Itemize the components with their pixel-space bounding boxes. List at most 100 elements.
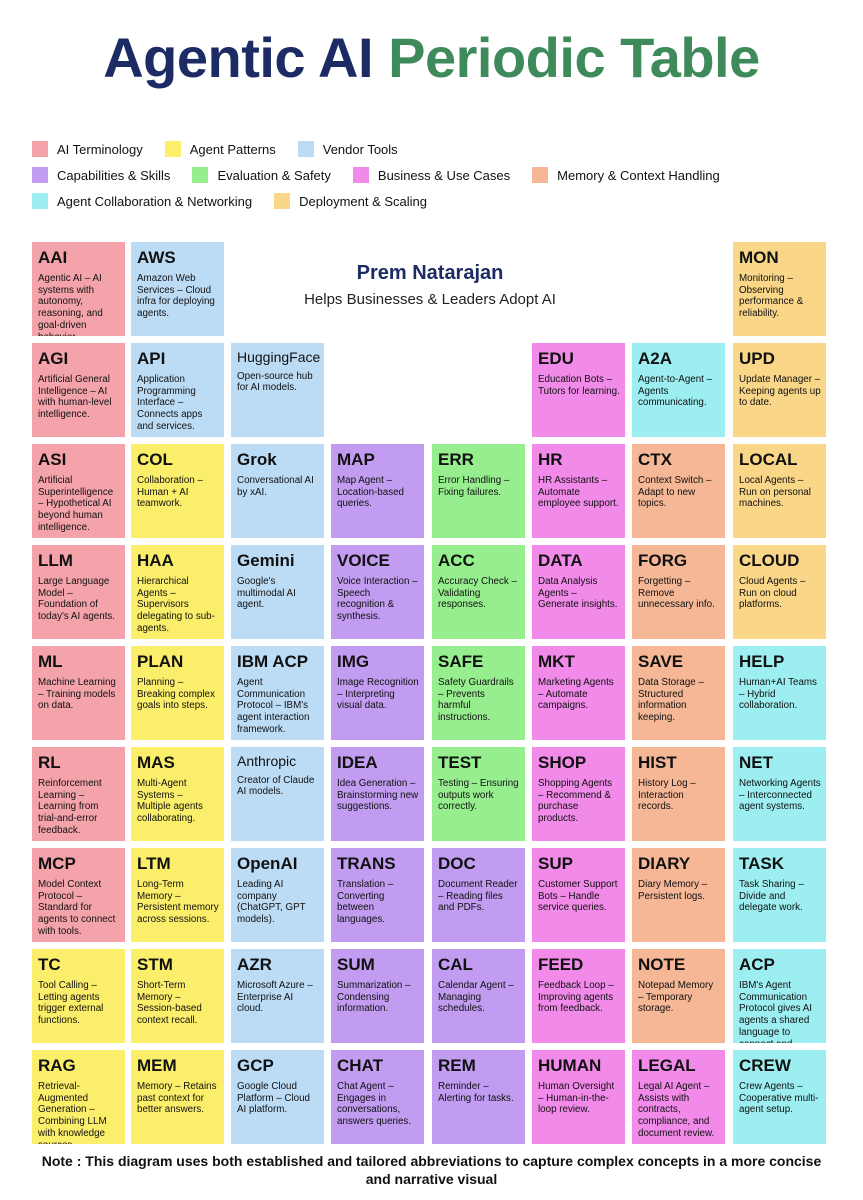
author-tagline: Helps Businesses & Leaders Adopt AI bbox=[304, 291, 556, 308]
element-cell-shop: SHOP Shopping Agents – Recommend & purcha… bbox=[532, 747, 625, 841]
element-symbol: AGI bbox=[38, 349, 69, 368]
element-symbol: AAI bbox=[38, 248, 68, 267]
element-cell-mas: MAS Multi-Agent Systems – Multiple agents… bbox=[131, 747, 224, 841]
element-description: Document Reader – Reading files and PDFs… bbox=[438, 878, 518, 914]
element-cell-a2a: A2A Agent-to-Agent – Agents communicating… bbox=[632, 343, 725, 437]
element-cell-test: TEST Testing – Ensuring outputs work corr… bbox=[432, 747, 525, 841]
element-description: Education Bots – Tutors for learning. bbox=[538, 373, 620, 397]
element-description: Artificial General Intelligence – AI wit… bbox=[38, 373, 112, 421]
element-description: Marketing Agents – Automate campaigns. bbox=[538, 676, 614, 712]
element-cell-tc: TC Tool Calling – Letting agents trigger … bbox=[32, 949, 125, 1043]
element-cell-diary: DIARY Diary Memory – Persistent logs. bbox=[632, 848, 725, 942]
legend-row: Capabilities & Skills Evaluation & Safety… bbox=[32, 162, 832, 188]
element-symbol: NET bbox=[739, 753, 773, 772]
element-description: Update Manager – Keeping agents up to da… bbox=[739, 373, 821, 409]
legend-item: Vendor Tools bbox=[297, 141, 398, 157]
element-cell-task: TASK Task Sharing – Divide and delegate w… bbox=[733, 848, 826, 942]
element-description: Agent Communication Protocol – IBM's age… bbox=[237, 676, 310, 735]
element-symbol: PLAN bbox=[137, 652, 184, 671]
element-symbol: DOC bbox=[438, 854, 476, 873]
element-symbol: CTX bbox=[638, 450, 672, 469]
element-description: Model Context Protocol – Standard for ag… bbox=[38, 878, 116, 937]
element-symbol: ACC bbox=[438, 551, 475, 570]
element-symbol: LOCAL bbox=[739, 450, 798, 469]
element-symbol: Anthropic bbox=[237, 753, 297, 769]
legend-row: Agent Collaboration & Networking Deployme… bbox=[32, 188, 832, 214]
element-cell-safe: SAFE Safety Guardrails – Prevents harmful… bbox=[432, 646, 525, 740]
element-description: Local Agents – Run on personal machines. bbox=[739, 474, 811, 510]
element-description: Planning – Breaking complex goals into s… bbox=[137, 676, 215, 712]
element-cell-rl: RL Reinforcement Learning – Learning from… bbox=[32, 747, 125, 841]
element-cell-openai: OpenAI Leading AI company (ChatGPT, GPT m… bbox=[231, 848, 324, 942]
element-symbol: DATA bbox=[538, 551, 583, 570]
element-symbol: OpenAI bbox=[237, 854, 298, 873]
element-description: Task Sharing – Divide and delegate work. bbox=[739, 878, 804, 914]
legend-swatch bbox=[352, 167, 369, 183]
element-cell-cloud: CLOUD Cloud Agents – Run on cloud platfor… bbox=[733, 545, 826, 639]
element-cell-doc: DOC Document Reader – Reading files and P… bbox=[432, 848, 525, 942]
legend-swatch bbox=[192, 167, 209, 183]
element-symbol: CLOUD bbox=[739, 551, 800, 570]
element-cell-mon: MON Monitoring – Observing performance & … bbox=[733, 242, 826, 336]
element-cell-feed: FEED Feedback Loop – Improving agents fro… bbox=[532, 949, 625, 1043]
element-description: Feedback Loop – Improving agents from fe… bbox=[538, 979, 614, 1015]
element-description: Memory – Retains past context for better… bbox=[137, 1080, 217, 1116]
element-cell-forg: FORG Forgetting – Remove unnecessary info… bbox=[632, 545, 725, 639]
element-description: Artificial Superintelligence – Hypotheti… bbox=[38, 474, 114, 533]
legend-swatch bbox=[297, 141, 314, 157]
element-cell-llm: LLM Large Language Model – Foundation of … bbox=[32, 545, 125, 639]
element-description: Tool Calling – Letting agents trigger ex… bbox=[38, 979, 104, 1027]
element-cell-hr: HR HR Assistants – Automate employee supp… bbox=[532, 444, 625, 538]
element-cell-mcp: MCP Model Context Protocol – Standard for… bbox=[32, 848, 125, 942]
element-cell-cal: CAL Calendar Agent – Managing schedules. bbox=[432, 949, 525, 1043]
element-symbol: ML bbox=[38, 652, 63, 671]
element-symbol: NOTE bbox=[638, 955, 686, 974]
element-cell-aai: AAI Agentic AI – AI systems with autonomy… bbox=[32, 242, 125, 336]
element-cell-local: LOCAL Local Agents – Run on personal mach… bbox=[733, 444, 826, 538]
legend-swatch bbox=[32, 167, 48, 183]
legend-label: AI Terminology bbox=[57, 141, 143, 157]
element-description: Summarization – Condensing information. bbox=[337, 979, 411, 1015]
element-description: Networking Agents – Interconnected agent… bbox=[739, 777, 821, 813]
element-description: Human Oversight – Human-in-the-loop revi… bbox=[538, 1080, 615, 1116]
element-symbol: Gemini bbox=[237, 551, 295, 570]
element-symbol: ACP bbox=[739, 955, 775, 974]
element-cell-stm: STM Short-Term Memory – Session-based con… bbox=[131, 949, 224, 1043]
title-part-1: Agentic AI bbox=[103, 26, 374, 89]
element-description: Testing – Ensuring outputs work correctl… bbox=[438, 777, 519, 813]
element-description: Machine Learning – Training models on da… bbox=[38, 676, 116, 712]
element-cell-ml: ML Machine Learning – Training models on … bbox=[32, 646, 125, 740]
element-cell-data: DATA Data Analysis Agents – Generate insi… bbox=[532, 545, 625, 639]
legend-item: Deployment & Scaling bbox=[274, 193, 427, 209]
element-cell-mem: MEM Memory – Retains past context for bet… bbox=[131, 1050, 224, 1144]
element-symbol: SUP bbox=[538, 854, 573, 873]
element-cell-note: NOTE Notepad Memory – Temporary storage. bbox=[632, 949, 725, 1043]
legend-row: AI Terminology Agent Patterns Vendor Tools bbox=[32, 136, 832, 162]
element-symbol: LEGAL bbox=[638, 1056, 696, 1075]
element-cell-mkt: MKT Marketing Agents – Automate campaigns… bbox=[532, 646, 625, 740]
legend-swatch bbox=[32, 193, 48, 209]
element-description: Cloud Agents – Run on cloud platforms. bbox=[739, 575, 806, 611]
element-symbol: HUMAN bbox=[538, 1056, 602, 1075]
element-symbol: TC bbox=[38, 955, 61, 974]
legend-item: Evaluation & Safety bbox=[192, 167, 331, 183]
element-symbol: API bbox=[137, 349, 166, 368]
element-cell-help: HELP Human+AI Teams – Hybrid collaboratio… bbox=[733, 646, 826, 740]
element-cell-chat: CHAT Chat Agent – Engages in conversation… bbox=[331, 1050, 424, 1144]
element-symbol: SUM bbox=[337, 955, 375, 974]
element-cell-save: SAVE Data Storage – Structured informatio… bbox=[632, 646, 725, 740]
element-cell-ctx: CTX Context Switch – Adapt to new topics. bbox=[632, 444, 725, 538]
element-symbol: IDEA bbox=[337, 753, 378, 772]
element-symbol: REM bbox=[438, 1056, 476, 1075]
element-symbol: RAG bbox=[38, 1056, 76, 1075]
element-cell-anthropic: Anthropic Creator of Claude AI models. bbox=[231, 747, 324, 841]
element-description: Creator of Claude AI models. bbox=[237, 774, 315, 798]
element-symbol: COL bbox=[137, 450, 173, 469]
element-cell-ltm: LTM Long-Term Memory – Persistent memory … bbox=[131, 848, 224, 942]
element-symbol: HAA bbox=[137, 551, 174, 570]
element-cell-asi: ASI Artificial Superintelligence – Hypoth… bbox=[32, 444, 125, 538]
element-symbol: DIARY bbox=[638, 854, 691, 873]
element-cell-rag: RAG Retrieval-Augmented Generation – Comb… bbox=[32, 1050, 125, 1144]
legend-item: AI Terminology bbox=[32, 141, 143, 157]
element-description: Open-source hub for AI models. bbox=[237, 370, 313, 394]
